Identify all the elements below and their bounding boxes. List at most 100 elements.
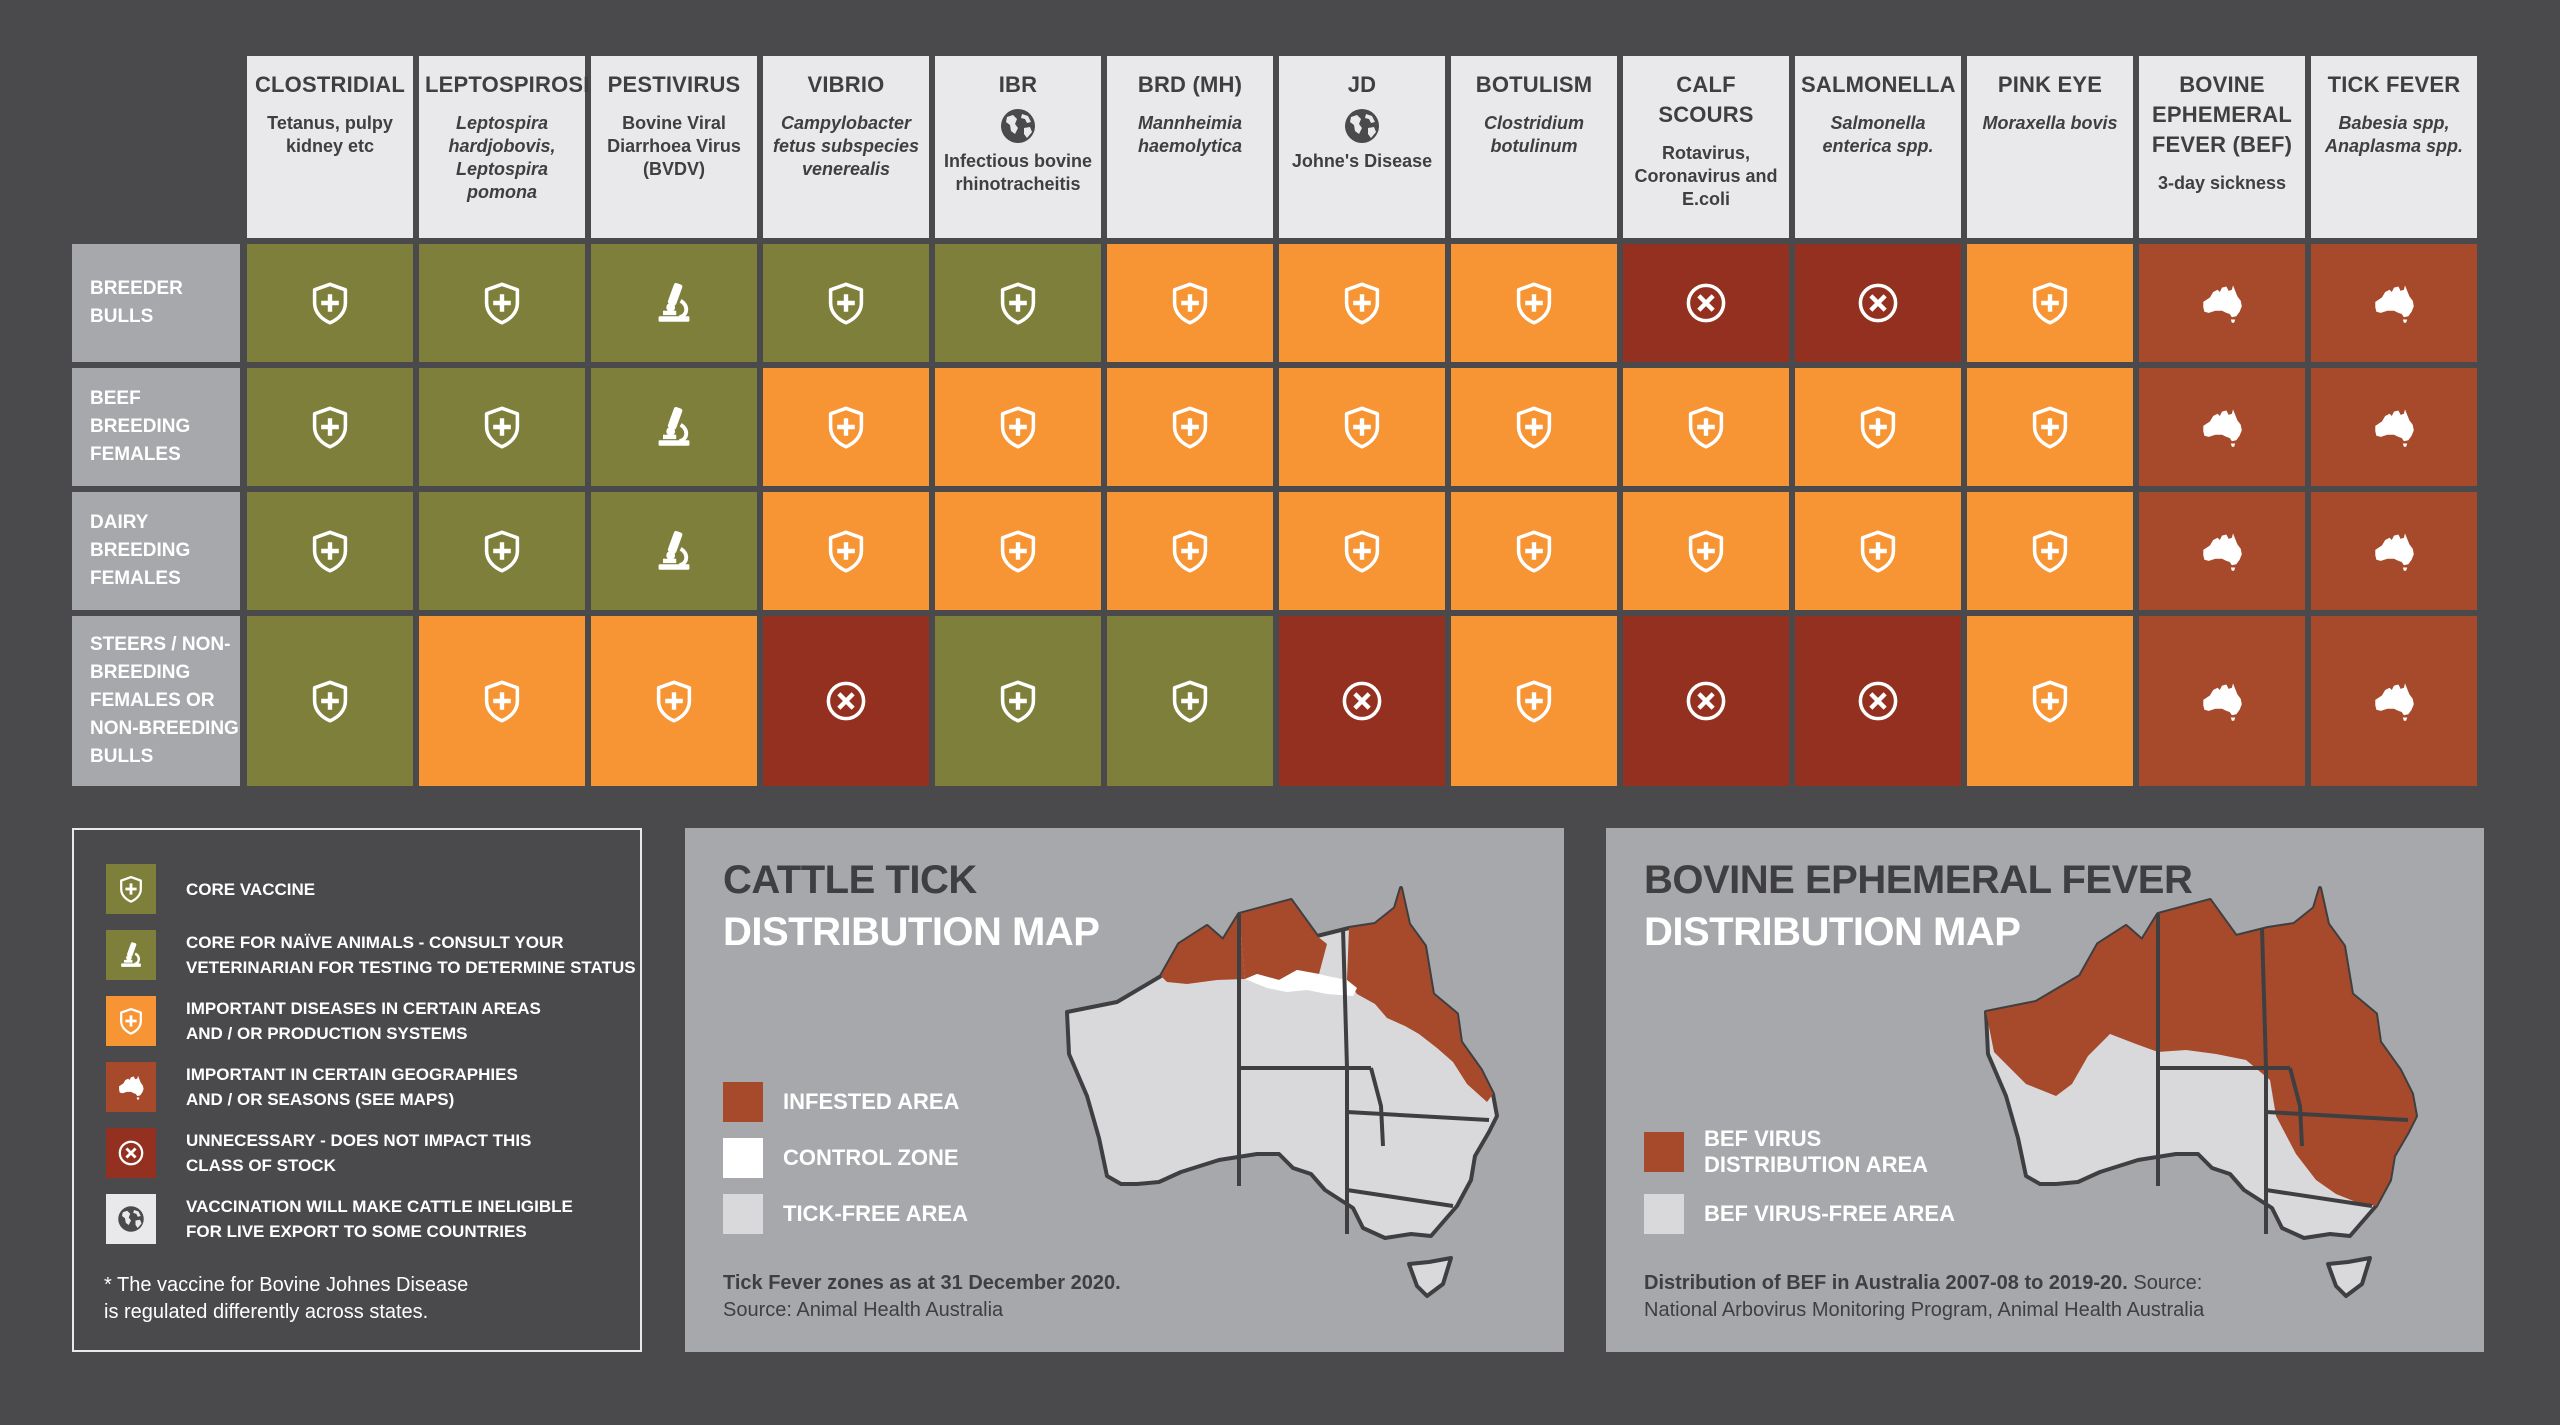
shield-plus-icon (484, 406, 520, 449)
legend-text: IMPORTANT IN CERTAIN GEOGRAPHIES AND / O… (186, 1065, 518, 1109)
column-header-salmonella: SALMONELLA Salmonella enterica spp. (1795, 56, 1961, 238)
australia-icon (2375, 285, 2414, 323)
x-circle-icon (826, 681, 866, 721)
shield-plus-icon (312, 406, 348, 449)
column-subtitle: Salmonella enterica spp. (1822, 113, 1934, 156)
key-swatch-bef-free (1644, 1194, 1684, 1234)
key-control-zone: CONTROL ZONE (723, 1138, 959, 1178)
matrix-cell-core (763, 244, 929, 362)
matrix-cell-core (419, 492, 585, 610)
key-swatch-bef-distribution (1644, 1132, 1684, 1172)
shield-plus-icon (1688, 406, 1724, 449)
shield-plus-icon (1860, 530, 1896, 573)
column-subtitle: Johne's Disease (1291, 151, 1433, 171)
column-header-brd-mh: BRD (MH) Mannheimia haemolytica (1107, 56, 1273, 238)
matrix-cell-important (1967, 368, 2133, 486)
matrix-cell-core (247, 368, 413, 486)
matrix-cell-important (1795, 492, 1961, 610)
row-label-text: DAIRY BREEDING FEMALES (90, 512, 191, 589)
legend-text: CORE VACCINE (186, 879, 316, 899)
key-bef-free: BEF VIRUS-FREE AREA (1644, 1194, 1955, 1234)
cattle-tick-title-line1: CATTLE TICK (723, 858, 977, 902)
australia-icon (2203, 533, 2242, 571)
column-header-botulism: BOTULISM Clostridium botulinum (1451, 56, 1617, 238)
column-title: TICK FEVER (2327, 72, 2461, 97)
tasmania (2326, 1256, 2372, 1298)
column-title: BOVINE EPHEMERAL FEVER (BEF) (2151, 72, 2293, 157)
column-header-leptospirosis: LEPTOSPIROSIS Leptospira hardjobovis, Lep… (419, 56, 605, 238)
cattle-tick-map-panel: CATTLE TICK DISTRIBUTION MAP INFESTED ARE… (685, 828, 1564, 1352)
matrix-cell-important (935, 492, 1101, 610)
australia-icon (2203, 683, 2242, 721)
legend-swatch-unnecessary (106, 1128, 156, 1178)
column-title: PINK EYE (1997, 72, 2103, 97)
cattle-tick-title-line2: DISTRIBUTION MAP (723, 910, 1100, 954)
shield-plus-icon (484, 282, 520, 325)
column-subtitle: Infectious bovine rhinotracheitis (943, 151, 1093, 194)
tasmania (1407, 1256, 1453, 1298)
australia-icon (2375, 683, 2414, 721)
shield-plus-icon (1344, 530, 1380, 573)
matrix-cell-unnecessary (1795, 616, 1961, 786)
vaccination-matrix: CLOSTRIDIAL Tetanus, pulpy kidney etc LEPT… (72, 56, 2477, 786)
matrix-cell-core (935, 616, 1101, 786)
microscope-icon (658, 406, 690, 446)
shield-plus-icon (2032, 680, 2068, 723)
legend-item-export: VACCINATION WILL MAKE CATTLE INELIGIBLE … (106, 1194, 573, 1244)
column-header-tick-fever: TICK FEVER Babesia spp, Anaplasma spp. (2311, 56, 2477, 238)
column-title: BOTULISM (1475, 72, 1593, 97)
bef-australia-map (1984, 886, 2418, 1298)
column-header-calf-scours: CALF SCOURS Rotavirus, Coronavirus and E.… (1623, 56, 1789, 238)
column-subtitle: Leptospira hardjobovis, Leptospira pomon… (448, 113, 556, 202)
x-circle-icon (1686, 283, 1726, 323)
shield-plus-icon (1516, 406, 1552, 449)
column-title: LEPTOSPIROSIS (425, 72, 605, 97)
matrix-cell-unnecessary (1795, 244, 1961, 362)
matrix-cell-important (1279, 244, 1445, 362)
column-subtitle: 3-day sickness (2157, 173, 2287, 193)
x-circle-icon (1858, 681, 1898, 721)
row-label-text: STEERS / NON-BREEDING FEMALES OR NON-BRE… (90, 634, 239, 767)
globe-icon (1001, 109, 1035, 143)
matrix-cell-geo (2311, 492, 2477, 610)
shield-plus-icon (1688, 530, 1724, 573)
matrix-cell-important (763, 368, 929, 486)
matrix-cell-important (935, 368, 1101, 486)
shield-plus-icon (1000, 406, 1036, 449)
legend-swatch-core (106, 864, 156, 914)
shield-plus-icon (484, 680, 520, 723)
column-subtitle: Rotavirus, Coronavirus and E.coli (1634, 143, 1778, 209)
matrix-cell-important (1451, 616, 1617, 786)
key-swatch-control-zone (723, 1138, 763, 1178)
matrix-cell-core (419, 244, 585, 362)
shield-plus-icon (312, 530, 348, 573)
matrix-cell-important (1795, 368, 1961, 486)
cattle-tick-source-org: Source: Animal Health Australia (723, 1299, 1004, 1321)
key-label-bef-free: BEF VIRUS-FREE AREA (1704, 1201, 1955, 1226)
row-label: DAIRY BREEDING FEMALES (72, 492, 240, 610)
legend-text: VACCINATION WILL MAKE CATTLE INELIGIBLE … (186, 1197, 573, 1241)
cattle-tick-source-date: Tick Fever zones as at 31 December 2020. (723, 1272, 1121, 1294)
australia-icon (119, 1075, 144, 1100)
legend-item-important: IMPORTANT DISEASES IN CERTAIN AREAS AND … (106, 996, 541, 1046)
shield-plus-icon (828, 282, 864, 325)
matrix-cell-unnecessary (1623, 616, 1789, 786)
tick-control-zone (1245, 970, 1357, 996)
column-title: SALMONELLA (1801, 72, 1956, 97)
matrix-cell-important (1107, 244, 1273, 362)
australia-icon (2203, 409, 2242, 447)
shield-plus-icon (1172, 282, 1208, 325)
column-header-clostridial: CLOSTRIDIAL Tetanus, pulpy kidney etc (247, 56, 413, 238)
tick-infested-west (1161, 914, 1245, 984)
matrix-cell-geo (2311, 616, 2477, 786)
matrix-cell-important (1107, 368, 1273, 486)
legend-item-unnecessary: UNNECESSARY - DOES NOT IMPACT THIS CLASS… (106, 1128, 531, 1178)
matrix-cell-core (419, 368, 585, 486)
matrix-cell-unnecessary (1623, 244, 1789, 362)
matrix-cell-important (1623, 492, 1789, 610)
column-title: CLOSTRIDIAL (254, 72, 406, 97)
matrix-cell-important (1107, 492, 1273, 610)
matrix-cell-geo (2139, 244, 2305, 362)
column-header-ibr: IBR Infectious bovine rhinotracheitis (935, 56, 1101, 238)
bef-title: BOVINE EPHEMERAL FEVER DISTRIBUTION MAP (1644, 854, 2193, 958)
